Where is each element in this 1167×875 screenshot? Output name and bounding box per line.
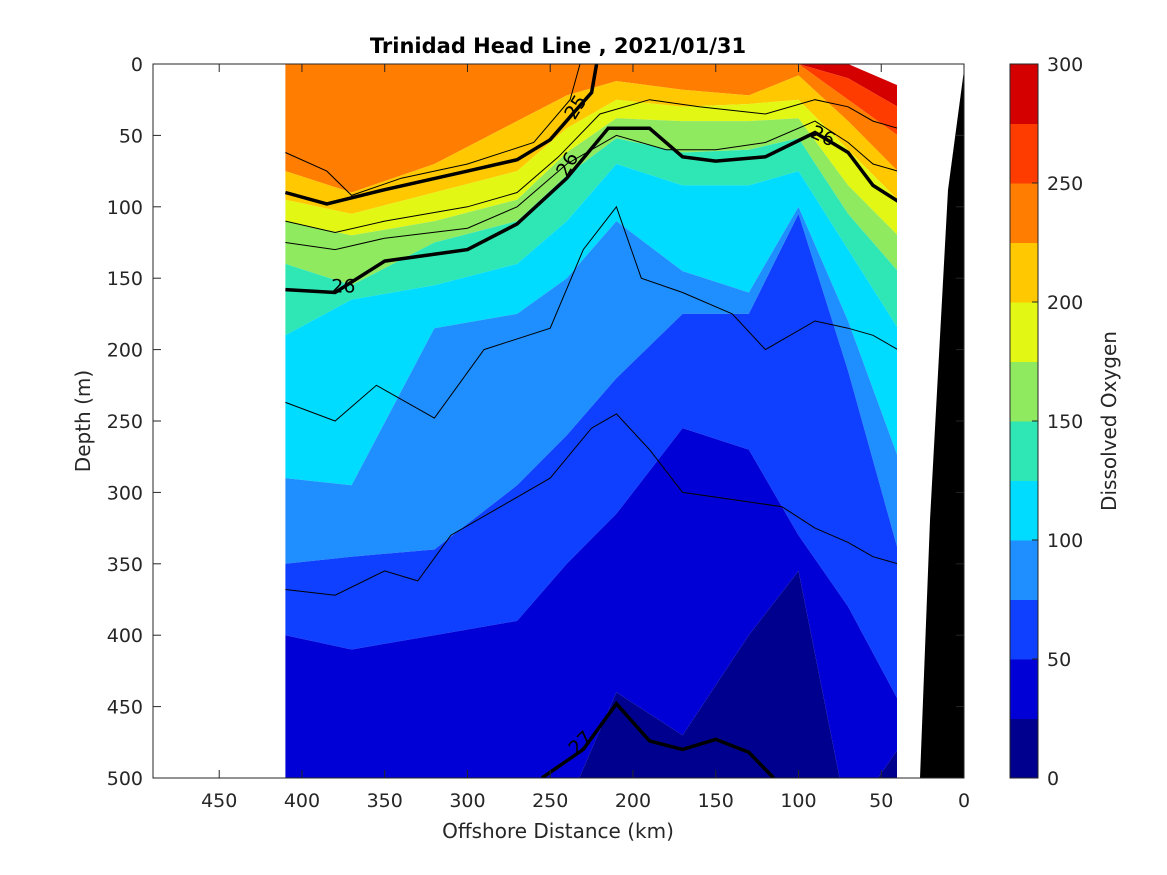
x-tick-label: 100 (780, 790, 816, 812)
density-contour-line (285, 64, 581, 196)
y-tick-label: 300 (107, 482, 143, 504)
isopycnal-26 (285, 126, 899, 295)
y-tick-label: 50 (119, 125, 143, 147)
density-contour-line (285, 120, 898, 251)
colorbar-swatch (1010, 361, 1038, 422)
y-tick-label: 100 (107, 197, 143, 219)
colorbar-tick-label: 150 (1047, 411, 1083, 433)
oxygen-band (285, 164, 898, 486)
y-tick-label: 400 (107, 625, 143, 647)
colorbar-swatch (1010, 421, 1038, 481)
x-tick-label: 250 (532, 790, 568, 812)
colorbar: 0 50 100 150 200 250 300 (1009, 54, 1083, 790)
colorbar-swatch (1010, 302, 1038, 362)
oxygen-band (285, 428, 898, 778)
x-tick-label: 50 (869, 790, 893, 812)
x-tick-label: 350 (367, 790, 403, 812)
y-tick-label: 350 (107, 554, 143, 576)
oxygen-band (285, 118, 898, 286)
density-contour-line (285, 99, 898, 234)
y-tick-label: 0 (131, 54, 143, 76)
chart-title: Trinidad Head Line , 2021/01/31 (370, 34, 746, 58)
x-tick-label: 200 (615, 790, 651, 812)
bathymetry-seafloor (920, 70, 964, 778)
colorbar-tick-label: 100 (1047, 530, 1083, 552)
y-tick-label: 500 (107, 768, 143, 790)
colorbar-swatch (1010, 599, 1038, 660)
colorbar-swatch (1010, 659, 1038, 719)
colorbar-swatch (1010, 183, 1038, 243)
oxygen-band (285, 138, 898, 336)
colorbar-label: Dissolved Oxygen (1097, 331, 1121, 511)
colorbar-tick-label: 300 (1047, 54, 1083, 76)
colorbar-swatch (1010, 480, 1038, 541)
colorbar-swatch (1010, 540, 1038, 600)
colorbar-swatch (1010, 718, 1038, 779)
x-tick-label: 150 (698, 790, 734, 812)
colorbar-tick-label: 50 (1047, 649, 1071, 671)
x-tick-label: 300 (449, 790, 485, 812)
oxygen-band (285, 213, 898, 700)
colorbar-swatch (1010, 242, 1038, 303)
colorbar-tick-label: 250 (1047, 173, 1083, 195)
y-axis-label: Depth (m) (71, 370, 95, 472)
density-contour-line (285, 205, 899, 422)
isopycnal-27 (540, 700, 775, 778)
density-contour-line (285, 413, 898, 596)
oxygen-band (285, 64, 898, 193)
x-axis-label: Offshore Distance (km) (442, 819, 674, 843)
oxygen-band (285, 99, 898, 236)
x-tick-label: 450 (201, 790, 237, 812)
colorbar-swatch (1010, 123, 1038, 184)
x-tick-label: 0 (958, 790, 970, 812)
x-axis: 450 400 350 300 250 200 150 100 50 0 (201, 64, 970, 812)
oxygen-band (285, 206, 898, 564)
y-tick-label: 150 (107, 268, 143, 290)
y-tick-label: 200 (107, 340, 143, 362)
x-tick-label: 400 (284, 790, 320, 812)
y-axis: 0 50 100 150 200 250 300 350 400 450 500 (107, 54, 964, 790)
colorbar-swatch (1010, 64, 1038, 124)
isopycnal-label: 26 (331, 275, 355, 297)
colorbar-tick-label: 0 (1047, 768, 1059, 790)
oxygen-band (285, 570, 898, 778)
colorbar-tick-label: 200 (1047, 292, 1083, 314)
oxygen-band (285, 64, 898, 107)
y-tick-label: 450 (107, 697, 143, 719)
y-tick-label: 250 (107, 411, 143, 433)
isopycnal-25 (284, 64, 599, 206)
